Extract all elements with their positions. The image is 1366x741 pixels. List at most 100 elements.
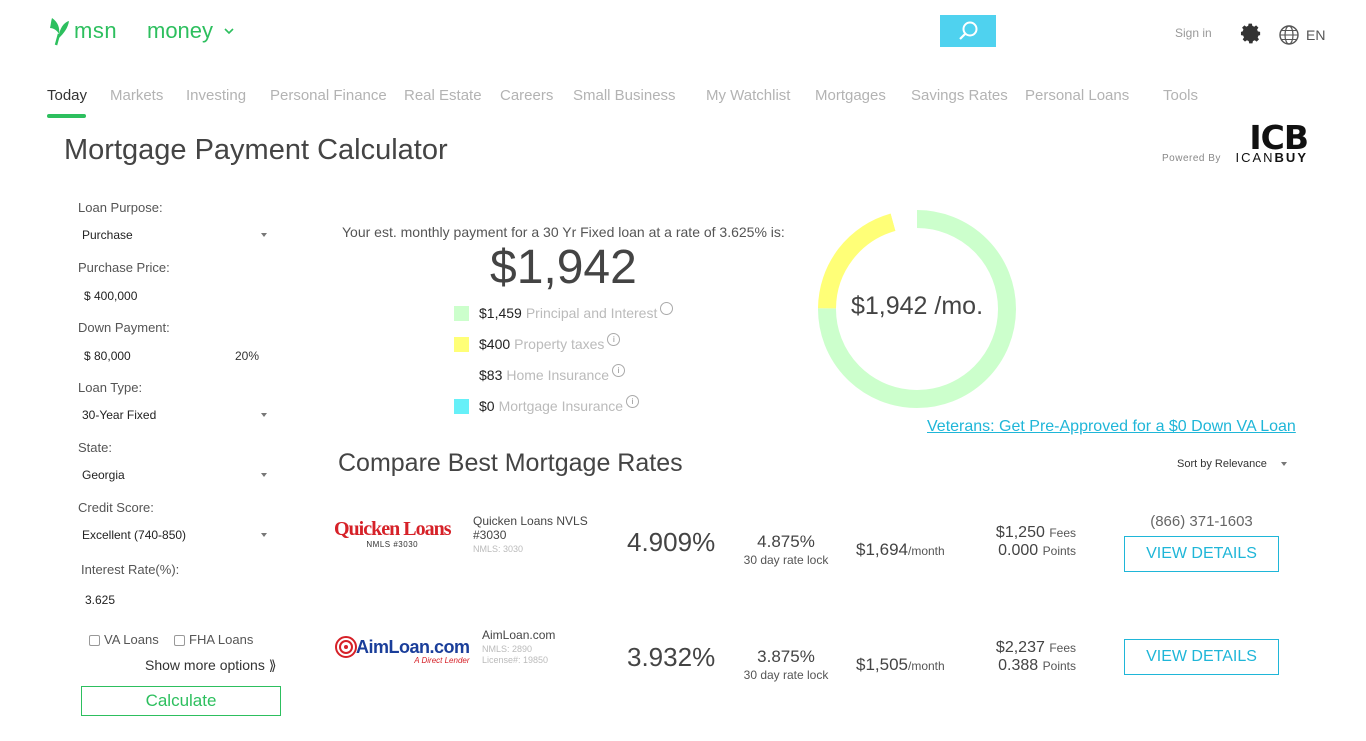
- calculate-button[interactable]: Calculate: [81, 686, 281, 716]
- rate-lock: 30 day rate lock: [743, 668, 829, 682]
- lender-logo-wrap: AimLoan.com: [334, 635, 470, 659]
- nav-item-investing[interactable]: Investing: [186, 87, 247, 104]
- va-loans-checkbox[interactable]: [89, 635, 100, 646]
- breakdown-amount: $400: [479, 336, 511, 352]
- nav-item-personal-finance[interactable]: Personal Finance: [270, 87, 387, 104]
- nav-item-real-estate[interactable]: Real Estate: [404, 87, 482, 104]
- sign-in-link[interactable]: Sign in: [1175, 26, 1212, 40]
- quicken-loans-logo[interactable]: Quicken Loans NMLS #3030: [334, 518, 451, 549]
- fees-value: $1,250: [995, 524, 1045, 541]
- purchase-price-label: Purchase Price:: [78, 260, 170, 275]
- interest-rate-input[interactable]: 3.625: [85, 593, 116, 607]
- search-button[interactable]: [940, 15, 996, 47]
- va-loans-label[interactable]: VA Loans: [104, 632, 159, 647]
- nav-item-markets[interactable]: Markets: [110, 87, 164, 104]
- lender-fees: $2,237 Fees 0.388 Points: [970, 639, 1076, 675]
- lender-name: AimLoan.com: [482, 628, 556, 642]
- nav-item-careers[interactable]: Careers: [500, 87, 554, 104]
- loan-type-select[interactable]: 30-Year Fixed: [82, 408, 157, 422]
- chevron-down-icon[interactable]: [1281, 462, 1287, 466]
- target-icon: [335, 636, 357, 658]
- info-icon[interactable]: i: [612, 363, 626, 377]
- aimloan-logo[interactable]: AimLoan.com A Direct Lender: [334, 635, 470, 665]
- lender-nmls: NMLS: 2890: [482, 644, 533, 654]
- chevron-down-icon[interactable]: [261, 413, 267, 417]
- view-details-button[interactable]: VIEW DETAILS: [1124, 536, 1279, 572]
- breakdown-amount: $83: [479, 367, 503, 383]
- fees-label: Fees: [1049, 641, 1076, 655]
- lender-rate: 3.875% 30 day rate lock: [738, 647, 834, 682]
- lender-phone[interactable]: (866) 371-1603: [1150, 513, 1253, 530]
- globe-icon[interactable]: [1278, 24, 1300, 46]
- lender-logo-subtext: NMLS #3030: [366, 540, 419, 549]
- gear-icon[interactable]: [1240, 22, 1263, 45]
- nav-item-mortgages[interactable]: Mortgages: [815, 87, 886, 104]
- monthly-unit: /month: [908, 544, 945, 558]
- fha-loans-label[interactable]: FHA Loans: [189, 632, 254, 647]
- compare-title: Compare Best Mortgage Rates: [338, 449, 683, 477]
- info-icon[interactable]: [660, 301, 674, 315]
- nav-item-savings-rates[interactable]: Savings Rates: [911, 87, 1008, 104]
- section-name: money: [147, 18, 214, 43]
- interest-rate-label: Interest Rate(%):: [81, 562, 180, 577]
- chevron-down-icon[interactable]: [261, 533, 267, 537]
- estimate-text: Your est. monthly payment for a 30 Yr Fi…: [342, 224, 785, 240]
- down-payment-input[interactable]: $ 80,000: [84, 349, 131, 363]
- lender-logo-subtext: A Direct Lender: [414, 656, 470, 665]
- points-label: Points: [1042, 659, 1076, 673]
- logo-text: msn: [74, 18, 118, 43]
- breakdown-row-mortgage-insurance: $0 Mortgage Insurance i: [454, 394, 640, 416]
- rate-value: 3.875%: [757, 647, 815, 666]
- payment-donut-chart: [818, 210, 1016, 408]
- language-selector[interactable]: EN: [1306, 27, 1326, 43]
- breakdown-label: Principal and Interest: [525, 305, 658, 321]
- view-details-button[interactable]: VIEW DETAILS: [1124, 639, 1279, 675]
- lender-name: Quicken Loans NVLS #3030: [473, 514, 588, 542]
- donut-segment-0: [818, 210, 1016, 408]
- legend-swatch: [454, 398, 469, 414]
- msn-logo[interactable]: msn: [48, 16, 117, 46]
- lender-monthly: $1,694/month: [856, 540, 945, 560]
- icb-name-a: ICAN: [1235, 150, 1275, 165]
- section-selector[interactable]: money: [147, 18, 235, 44]
- donut-segment-1: [818, 213, 896, 309]
- monthly-value: $1,694: [856, 540, 908, 559]
- nav-item-today[interactable]: Today: [47, 87, 88, 104]
- donut-center-label: $1,942 /mo.: [850, 292, 984, 320]
- points-value: 0.388: [998, 657, 1039, 674]
- purchase-price-input[interactable]: $ 400,000: [84, 289, 138, 303]
- legend-swatch: [454, 367, 469, 383]
- monthly-value: $1,505: [856, 655, 908, 674]
- breakdown-row-insurance: $83 Home Insurance i: [454, 363, 626, 385]
- icanbuy-logo[interactable]: ICB Powered By ICANBUY: [1162, 118, 1309, 166]
- state-select[interactable]: Georgia: [82, 468, 125, 482]
- credit-score-select[interactable]: Excellent (740-850): [82, 528, 187, 542]
- breakdown-row-principal: $1,459 Principal and Interest: [454, 301, 674, 323]
- breakdown-row-taxes: $400 Property taxes i: [454, 332, 621, 354]
- donut-segment-2: [890, 210, 918, 231]
- breakdown-amount: $0: [479, 398, 495, 414]
- down-payment-percent[interactable]: 20%: [235, 349, 260, 363]
- chevron-down-icon[interactable]: [261, 233, 267, 237]
- chevron-down-icon[interactable]: [261, 473, 267, 477]
- nav-item-personal-loans[interactable]: Personal Loans: [1025, 87, 1130, 104]
- nav-item-my-watchlist[interactable]: My Watchlist: [706, 87, 791, 104]
- active-tab-indicator: [47, 114, 86, 118]
- breakdown-label: Home Insurance: [506, 367, 610, 383]
- monthly-unit: /month: [908, 659, 945, 673]
- info-icon[interactable]: i: [607, 332, 621, 346]
- fha-loans-checkbox[interactable]: [174, 635, 185, 646]
- sort-select[interactable]: Sort by Relevance: [1177, 458, 1267, 470]
- nav-item-tools[interactable]: Tools: [1163, 87, 1199, 104]
- va-loan-link[interactable]: Veterans: Get Pre-Approved for a $0 Down…: [927, 418, 1296, 435]
- info-icon[interactable]: i: [626, 394, 640, 408]
- icb-logo-mark: ICB: [1249, 118, 1309, 157]
- loan-purpose-select[interactable]: Purchase: [82, 228, 133, 242]
- lender-license: License#: 19850: [482, 655, 549, 665]
- points-value: 0.000: [998, 542, 1039, 559]
- lender-row: Quicken Loans NMLS #3030 Quicken Loans N…: [330, 510, 1290, 600]
- powered-by-label: Powered By: [1162, 153, 1221, 164]
- fees-label: Fees: [1049, 526, 1076, 540]
- show-more-options-link[interactable]: Show more options ⟫: [145, 657, 277, 673]
- nav-item-small-business[interactable]: Small Business: [573, 87, 676, 104]
